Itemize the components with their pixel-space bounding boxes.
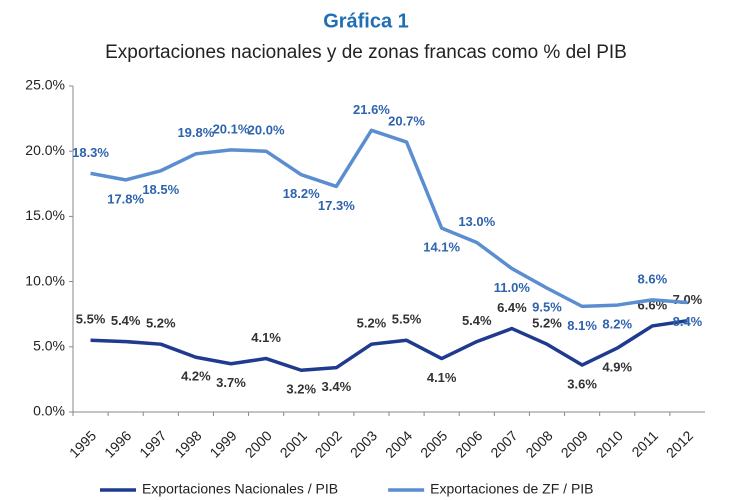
x-tick-label: 2003 bbox=[347, 427, 380, 460]
data-label: 8.1% bbox=[567, 318, 597, 333]
data-label: 20.1% bbox=[213, 121, 250, 136]
x-tick-label: 2012 bbox=[663, 427, 696, 460]
x-tick-label: 1996 bbox=[101, 427, 134, 460]
y-tick-label: 0.0% bbox=[33, 403, 65, 419]
x-tick-label: 2008 bbox=[522, 427, 555, 460]
data-label: 17.8% bbox=[107, 191, 144, 206]
x-tick-label: 2009 bbox=[558, 427, 591, 460]
x-tick-label: 2010 bbox=[593, 427, 626, 460]
data-label: 9.5% bbox=[532, 300, 562, 315]
x-tick-label: 2011 bbox=[628, 427, 661, 460]
series-line bbox=[90, 318, 688, 373]
x-tick-label: 2006 bbox=[452, 427, 485, 460]
data-label: 5.2% bbox=[357, 316, 387, 331]
data-label: 5.5% bbox=[76, 312, 106, 327]
x-tick-label: 1995 bbox=[66, 427, 99, 460]
data-label: 4.2% bbox=[181, 369, 211, 384]
x-tick-label: 1998 bbox=[171, 427, 204, 460]
data-label: 4.1% bbox=[427, 370, 457, 385]
data-label: 3.7% bbox=[216, 375, 246, 390]
data-label: 4.9% bbox=[602, 360, 632, 375]
y-tick-label: 5.0% bbox=[33, 338, 65, 354]
data-label: 18.3% bbox=[72, 145, 109, 160]
data-label: 8.6% bbox=[638, 271, 668, 286]
x-tick-label: 2000 bbox=[242, 427, 275, 460]
legend-label: Exportaciones Nacionales / PIB bbox=[142, 481, 338, 497]
y-tick-label: 15.0% bbox=[25, 207, 65, 223]
data-label: 14.1% bbox=[423, 240, 460, 255]
data-label: 18.5% bbox=[142, 182, 179, 197]
data-label: 17.3% bbox=[318, 198, 355, 213]
y-tick-label: 20.0% bbox=[25, 142, 65, 158]
x-tick-label: 2004 bbox=[382, 427, 415, 460]
chart-title: Gráfica 1 bbox=[323, 10, 409, 32]
data-label: 8.4% bbox=[673, 314, 703, 329]
data-label: 20.7% bbox=[388, 114, 425, 129]
data-label: 5.2% bbox=[146, 316, 176, 331]
y-tick-label: 10.0% bbox=[25, 272, 65, 288]
data-label: 4.1% bbox=[251, 330, 281, 345]
x-tick-label: 2002 bbox=[312, 427, 345, 460]
data-label: 18.2% bbox=[283, 186, 320, 201]
data-label: 3.4% bbox=[322, 379, 352, 394]
x-tick-label: 2005 bbox=[417, 427, 450, 460]
data-label: 5.4% bbox=[111, 313, 141, 328]
x-tick-label: 2001 bbox=[277, 427, 310, 460]
x-tick-label: 1997 bbox=[136, 427, 169, 460]
data-label: 7.0% bbox=[673, 292, 703, 307]
chart-subtitle: Exportaciones nacionales y de zonas fran… bbox=[105, 42, 627, 63]
data-label: 21.6% bbox=[353, 102, 390, 117]
data-label: 8.2% bbox=[602, 317, 632, 332]
data-label: 11.0% bbox=[494, 280, 531, 295]
series-line bbox=[90, 128, 688, 309]
data-label: 13.0% bbox=[458, 214, 495, 229]
x-tick-label: 1999 bbox=[206, 427, 239, 460]
x-tick-label: 2007 bbox=[487, 427, 520, 460]
data-label: 6.4% bbox=[497, 300, 527, 315]
data-label: 5.5% bbox=[392, 312, 422, 327]
data-label: 3.6% bbox=[567, 376, 597, 391]
data-label: 3.2% bbox=[286, 382, 316, 397]
y-tick-label: 25.0% bbox=[25, 77, 65, 93]
data-label: 19.8% bbox=[177, 125, 214, 140]
legend-label: Exportaciones de ZF / PIB bbox=[430, 481, 593, 497]
data-label: 5.2% bbox=[532, 316, 562, 331]
data-label: 20.0% bbox=[248, 123, 285, 138]
data-label: 5.4% bbox=[462, 313, 492, 328]
